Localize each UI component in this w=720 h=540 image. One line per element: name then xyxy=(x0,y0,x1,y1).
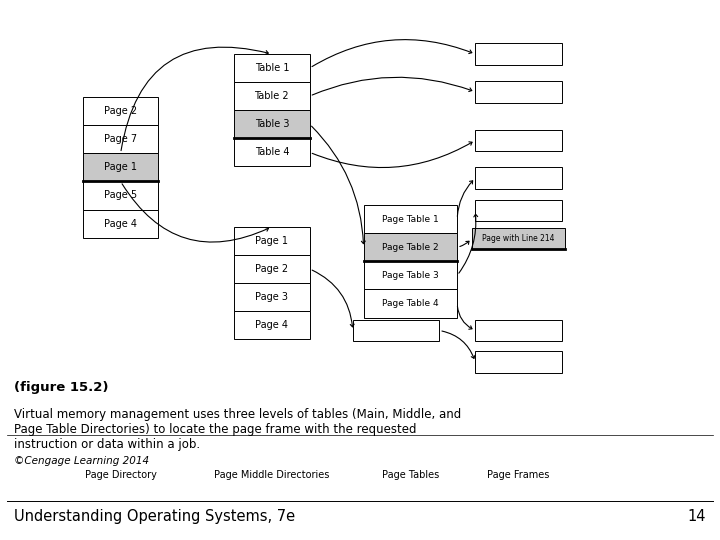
Text: (figure 15.2): (figure 15.2) xyxy=(14,381,109,394)
Bar xyxy=(364,289,457,318)
Bar xyxy=(234,227,310,255)
Text: Page Tables: Page Tables xyxy=(382,470,439,480)
Bar xyxy=(234,311,310,339)
Bar xyxy=(364,261,457,289)
FancyArrowPatch shape xyxy=(312,142,472,167)
FancyArrowPatch shape xyxy=(312,270,354,327)
Bar xyxy=(83,210,158,238)
Text: Page 1: Page 1 xyxy=(256,236,288,246)
FancyArrowPatch shape xyxy=(457,306,472,329)
Text: Page 7: Page 7 xyxy=(104,134,138,144)
Text: Page 4: Page 4 xyxy=(104,219,137,228)
Text: ©Cengage Learning 2014: ©Cengage Learning 2014 xyxy=(14,456,150,467)
Text: Page Middle Directories: Page Middle Directories xyxy=(214,470,330,480)
Bar xyxy=(83,97,158,125)
FancyArrowPatch shape xyxy=(442,331,475,359)
Text: Table 1: Table 1 xyxy=(255,63,289,73)
Bar xyxy=(475,320,562,341)
Text: Page Directory: Page Directory xyxy=(85,470,156,480)
Bar xyxy=(364,205,457,233)
Text: Page 5: Page 5 xyxy=(104,191,138,200)
Text: Table 2: Table 2 xyxy=(254,91,289,101)
Text: Page 1: Page 1 xyxy=(104,163,137,172)
Bar xyxy=(353,320,439,341)
Bar xyxy=(472,228,565,249)
Text: Page 2: Page 2 xyxy=(255,264,289,274)
Text: Page Table 2: Page Table 2 xyxy=(382,243,438,252)
Bar xyxy=(83,125,158,153)
Bar xyxy=(83,181,158,210)
Bar xyxy=(234,54,310,82)
Text: Page 2: Page 2 xyxy=(104,106,138,116)
Text: Virtual memory management uses three levels of tables (Main, Middle, and
Page Ta: Virtual memory management uses three lev… xyxy=(14,408,462,451)
Bar xyxy=(475,167,562,189)
FancyArrowPatch shape xyxy=(460,241,469,247)
Bar xyxy=(234,138,310,166)
FancyArrowPatch shape xyxy=(122,184,269,242)
Text: Table 4: Table 4 xyxy=(255,147,289,157)
Bar xyxy=(475,81,562,103)
Text: Page Table 3: Page Table 3 xyxy=(382,271,438,280)
Text: Page 3: Page 3 xyxy=(256,292,288,302)
Bar xyxy=(475,130,562,151)
Text: Page Table 4: Page Table 4 xyxy=(382,299,438,308)
Text: Page 4: Page 4 xyxy=(256,320,288,330)
Bar xyxy=(234,255,310,283)
Bar xyxy=(83,153,158,181)
Bar xyxy=(234,110,310,138)
FancyArrowPatch shape xyxy=(457,181,472,217)
Bar xyxy=(475,43,562,65)
Bar xyxy=(234,283,310,311)
FancyArrowPatch shape xyxy=(121,47,269,151)
FancyArrowPatch shape xyxy=(312,39,472,66)
FancyArrowPatch shape xyxy=(312,77,472,95)
FancyArrowPatch shape xyxy=(459,214,477,273)
Bar xyxy=(234,82,310,110)
Bar xyxy=(475,200,562,221)
Bar xyxy=(364,233,457,261)
FancyArrowPatch shape xyxy=(312,126,365,244)
Bar xyxy=(475,351,562,373)
Text: Understanding Operating Systems, 7e: Understanding Operating Systems, 7e xyxy=(14,509,295,524)
Text: 14: 14 xyxy=(687,509,706,524)
Text: Page Frames: Page Frames xyxy=(487,470,549,480)
Text: Table 3: Table 3 xyxy=(255,119,289,129)
Text: Page with Line 214: Page with Line 214 xyxy=(482,234,554,243)
Text: Page Table 1: Page Table 1 xyxy=(382,215,438,224)
